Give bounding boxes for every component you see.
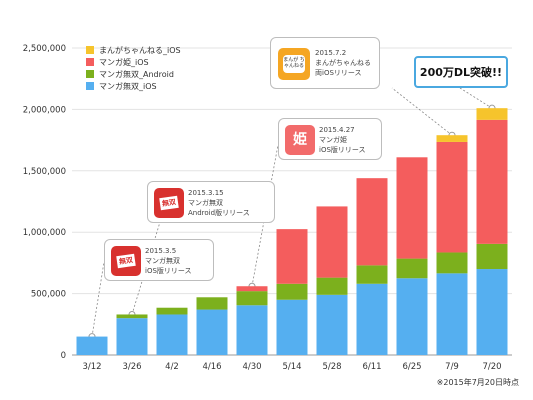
callout-muso-android: 無双 2015.3.15 マンガ無双 Android版リリース bbox=[147, 181, 275, 223]
manga-muso-app-icon: 無双 bbox=[154, 188, 184, 218]
bar-segment bbox=[476, 119, 508, 244]
callout-line2: iOS版リリース bbox=[319, 146, 366, 154]
callout-line1: マンガ無双 bbox=[188, 199, 223, 207]
bar-segment bbox=[196, 297, 228, 310]
bar-segment bbox=[476, 243, 508, 270]
legend-swatch bbox=[86, 70, 94, 78]
legend-item: マンガ無双_iOS bbox=[86, 80, 181, 92]
bar-segment bbox=[436, 273, 468, 355]
callout-line1: まんがちゃんねる bbox=[315, 59, 371, 67]
legend-label: マンガ無双_iOS bbox=[99, 81, 157, 91]
bar-segment bbox=[356, 283, 388, 355]
bar-segment bbox=[276, 299, 308, 355]
legend-label: マンガ姫_iOS bbox=[99, 57, 149, 67]
legend-swatch bbox=[86, 46, 94, 54]
x-tick-label: 7/20 bbox=[482, 362, 501, 372]
y-tick-label: 0 bbox=[61, 351, 66, 361]
bar-segment bbox=[276, 229, 308, 284]
x-tick-label: 4/2 bbox=[165, 362, 179, 372]
bar-segment bbox=[356, 178, 388, 266]
legend-item: まんがちゃんねる_iOS bbox=[86, 44, 181, 56]
x-tick-label: 7/9 bbox=[445, 362, 459, 372]
bar-segment bbox=[156, 314, 188, 355]
bar-segment bbox=[476, 269, 508, 355]
y-tick-label: 500,000 bbox=[31, 290, 66, 300]
bar-segment bbox=[476, 108, 508, 120]
headline-callout: 200万DL突破!! bbox=[414, 56, 508, 88]
x-tick-label: 6/25 bbox=[402, 362, 421, 372]
bar-segment bbox=[436, 252, 468, 274]
x-tick-label: 3/26 bbox=[122, 362, 141, 372]
x-tick-label: 4/30 bbox=[242, 362, 261, 372]
callout-line2: iOS版リリース bbox=[145, 267, 192, 275]
manga-muso-app-icon: 無双 bbox=[111, 246, 141, 276]
bar-segment bbox=[276, 283, 308, 300]
x-tick-label: 5/14 bbox=[282, 362, 301, 372]
bar-segment bbox=[236, 305, 268, 355]
bar-segment bbox=[156, 307, 188, 315]
legend-swatch bbox=[86, 82, 94, 90]
callout-line1: マンガ無双 bbox=[145, 257, 180, 265]
bar-segment bbox=[356, 265, 388, 284]
bars bbox=[76, 108, 508, 355]
bar-segment bbox=[396, 157, 428, 259]
legend-swatch bbox=[86, 58, 94, 66]
manga-channel-app-icon: まんが ちゃんねる bbox=[278, 48, 310, 80]
callout-muso-ios: 無双 2015.3.5 マンガ無双 iOS版リリース bbox=[104, 239, 214, 281]
callout-date: 2015.3.15 bbox=[188, 189, 224, 197]
bar-segment bbox=[76, 336, 108, 355]
y-tick-label: 2,000,000 bbox=[23, 105, 66, 115]
y-tick-label: 1,000,000 bbox=[23, 228, 66, 238]
callout-hime: 姫 2015.4.27 マンガ姫 iOS版リリース bbox=[278, 118, 382, 160]
bar-segment bbox=[116, 318, 148, 355]
y-axis: 0 500,000 1,000,000 1,500,000 2,000,000 2,500… bbox=[23, 44, 66, 361]
manga-hime-app-icon: 姫 bbox=[285, 125, 315, 155]
callout-line2: 両iOSリリース bbox=[315, 69, 362, 77]
callout-line2: Android版リリース bbox=[188, 209, 250, 217]
bar-segment bbox=[236, 286, 268, 292]
callout-date: 2015.4.27 bbox=[319, 126, 355, 134]
legend-item: マンガ無双_Android bbox=[86, 68, 181, 80]
legend-label: まんがちゃんねる_iOS bbox=[99, 45, 181, 55]
connector-line bbox=[91, 261, 105, 337]
y-tick-label: 1,500,000 bbox=[23, 167, 66, 177]
callout-chan: まんが ちゃんねる 2015.7.2 まんがちゃんねる 両iOSリリース bbox=[270, 37, 380, 89]
x-tick-label: 3/12 bbox=[82, 362, 101, 372]
legend-label: マンガ無双_Android bbox=[99, 69, 174, 79]
bar-segment bbox=[396, 278, 428, 355]
callout-line1: マンガ姫 bbox=[319, 136, 347, 144]
callout-date: 2015.7.2 bbox=[315, 49, 347, 57]
x-tick-label: 4/16 bbox=[202, 362, 221, 372]
bar-segment bbox=[196, 309, 228, 355]
bar-segment bbox=[396, 258, 428, 279]
y-tick-label: 2,500,000 bbox=[23, 44, 66, 54]
footnote: ※2015年7月20日時点 bbox=[436, 378, 519, 387]
bar-segment bbox=[316, 277, 348, 295]
x-tick-label: 6/11 bbox=[362, 362, 381, 372]
legend-item: マンガ姫_iOS bbox=[86, 56, 181, 68]
bar-segment bbox=[116, 314, 148, 319]
bar-segment bbox=[236, 291, 268, 306]
connector-line bbox=[459, 87, 493, 109]
legend: まんがちゃんねる_iOS マンガ姫_iOS マンガ無双_Android マンガ無双_i… bbox=[86, 44, 181, 92]
callout-date: 2015.3.5 bbox=[145, 247, 177, 255]
bar-segment bbox=[316, 206, 348, 278]
connector-line bbox=[391, 87, 453, 136]
x-tick-label: 5/28 bbox=[322, 362, 341, 372]
bar-segment bbox=[436, 135, 468, 142]
x-axis: 3/12 3/26 4/2 4/16 4/30 5/14 5/28 6/11 6/25 7/9 7/… bbox=[82, 362, 501, 372]
bar-segment bbox=[436, 141, 468, 253]
bar-segment bbox=[316, 294, 348, 355]
